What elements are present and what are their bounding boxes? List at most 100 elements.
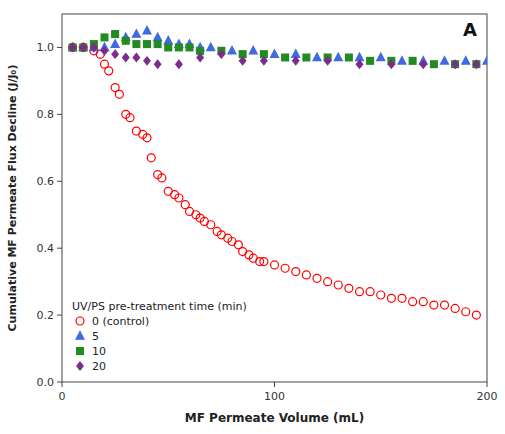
- point: [111, 40, 119, 48]
- point: [367, 57, 374, 64]
- y-tick: [57, 114, 62, 115]
- y-tick: [57, 181, 62, 182]
- point: [292, 268, 300, 276]
- point: [101, 34, 108, 41]
- x-axis-label: MF Permeate Volume (mL): [185, 411, 364, 425]
- x-tick: [274, 382, 275, 387]
- point: [451, 304, 459, 312]
- point: [79, 43, 87, 51]
- point: [462, 56, 470, 64]
- point: [133, 41, 140, 48]
- point: [313, 274, 321, 282]
- point: [281, 264, 289, 272]
- point: [334, 53, 342, 61]
- point: [91, 43, 97, 51]
- point: [441, 301, 449, 309]
- point: [175, 44, 182, 51]
- point: [261, 57, 267, 65]
- point: [313, 53, 321, 61]
- point: [430, 61, 437, 68]
- point: [420, 60, 426, 68]
- x-tick: [487, 382, 488, 387]
- point: [398, 294, 406, 302]
- point: [366, 288, 374, 296]
- x-tick-label: 0: [59, 390, 66, 403]
- point: [239, 57, 245, 65]
- point: [419, 298, 427, 306]
- y-tick: [57, 315, 62, 316]
- point: [207, 221, 215, 229]
- y-tick-label: 0.4: [37, 242, 55, 255]
- point: [115, 90, 123, 98]
- point: [441, 56, 449, 64]
- point: [324, 278, 332, 286]
- point: [324, 57, 330, 65]
- point: [175, 194, 183, 202]
- point: [377, 53, 385, 61]
- legend-title: UV/PS pre-treatment time (min): [72, 300, 247, 313]
- series: [69, 31, 480, 68]
- legend-swatch: [76, 317, 84, 325]
- point: [387, 294, 395, 302]
- point: [101, 47, 107, 55]
- point: [207, 43, 215, 51]
- y-tick: [57, 382, 62, 383]
- point: [462, 308, 470, 316]
- x-tick-label: 200: [477, 390, 498, 403]
- point: [345, 284, 353, 292]
- point: [186, 44, 193, 51]
- legend-swatch: [77, 348, 84, 355]
- point: [154, 41, 161, 48]
- point: [430, 301, 438, 309]
- point: [164, 36, 172, 44]
- x-tick: [62, 382, 63, 387]
- point: [69, 43, 77, 51]
- point: [409, 57, 416, 64]
- point: [165, 44, 172, 51]
- point: [356, 60, 362, 68]
- point: [228, 46, 236, 54]
- point: [176, 60, 182, 68]
- y-tick-label: 0.2: [37, 309, 55, 322]
- point: [388, 60, 394, 68]
- point: [452, 60, 458, 68]
- point: [271, 50, 279, 58]
- point: [249, 46, 257, 54]
- point: [126, 114, 134, 122]
- point: [303, 54, 310, 61]
- point: [147, 154, 155, 162]
- point: [334, 281, 342, 289]
- legend-swatch: [77, 362, 83, 370]
- point: [79, 43, 87, 51]
- legend-label: 10: [92, 345, 106, 358]
- legend: UV/PS pre-treatment time (min)0 (control…: [72, 300, 247, 373]
- point: [452, 61, 459, 68]
- point: [345, 54, 352, 61]
- series: [69, 43, 479, 68]
- point: [356, 288, 364, 296]
- point: [143, 134, 151, 142]
- point: [144, 41, 151, 48]
- point: [133, 53, 139, 61]
- y-tick-label: 0.0: [37, 376, 55, 389]
- annotation: A: [463, 19, 477, 40]
- point: [123, 53, 129, 61]
- point: [271, 261, 279, 269]
- point: [80, 44, 87, 51]
- point: [69, 44, 76, 51]
- legend-swatch: [76, 332, 84, 340]
- point: [473, 60, 479, 68]
- y-tick-label: 0.6: [37, 175, 55, 188]
- point: [69, 43, 75, 51]
- plot-frame: [62, 14, 487, 382]
- y-axis-label: Cumulative MF Permeate Flux Decline (J/J…: [6, 65, 19, 332]
- point: [260, 258, 268, 266]
- y-tick-label: 0.8: [37, 108, 55, 121]
- point: [122, 37, 129, 44]
- point: [132, 30, 140, 38]
- chart: 01002000.00.20.40.60.81.0MF Permeate Vol…: [0, 0, 505, 434]
- point: [218, 50, 224, 58]
- point: [282, 54, 289, 61]
- y-tick: [57, 248, 62, 249]
- point: [112, 50, 118, 58]
